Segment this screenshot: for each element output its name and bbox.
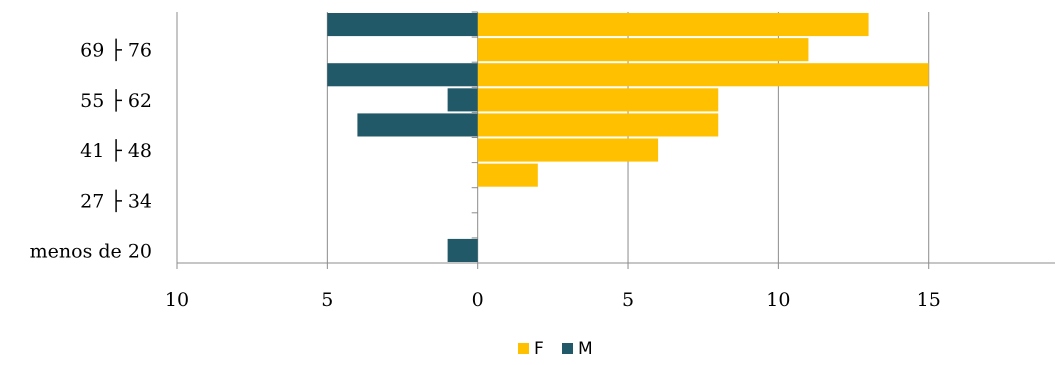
y-tick-labels: menos de 20 27 ├ 34 41 ├ 48 55 ├ 62 69 ├ 76 — [30, 39, 152, 263]
bar-m-7 — [327, 63, 478, 87]
bar-f-6 — [477, 88, 719, 112]
x-tick-label-0: 10 — [165, 289, 189, 311]
y-tick-label-2: 27 ├ 34 — [80, 189, 152, 212]
bar-f-4 — [477, 138, 659, 162]
bar-m-6 — [447, 88, 478, 112]
y-tick-label-8: 69 ├ 76 — [80, 39, 152, 62]
bar-m-0 — [447, 238, 478, 262]
legend-swatch-f — [518, 343, 529, 354]
x-tick-label-1: 5 — [321, 289, 333, 311]
bars — [327, 13, 929, 262]
x-tick-label-3: 5 — [622, 289, 634, 311]
bar-f-8 — [477, 38, 809, 62]
y-tick-label-4: 41 ├ 48 — [80, 139, 152, 162]
legend-label-f: F — [534, 339, 544, 359]
bar-f-3 — [477, 163, 538, 187]
bar-f-5 — [477, 113, 719, 137]
x-tick-label-5: 15 — [917, 289, 941, 311]
y-tick-label-0: menos de 20 — [30, 240, 152, 262]
x-tick-label-4: 10 — [766, 289, 790, 311]
bar-f-9 — [477, 13, 869, 37]
legend-swatch-m — [562, 343, 573, 354]
bar-f-7 — [477, 63, 929, 87]
bar-m-5 — [357, 113, 478, 137]
axes — [176, 11, 1055, 269]
x-tick-label-2: 0 — [472, 289, 484, 311]
x-tick-labels: 10 5 0 5 10 15 — [165, 289, 941, 311]
legend-label-m: M — [578, 339, 593, 359]
bar-m-9 — [327, 13, 478, 37]
y-tick-label-6: 55 ├ 62 — [80, 89, 152, 112]
